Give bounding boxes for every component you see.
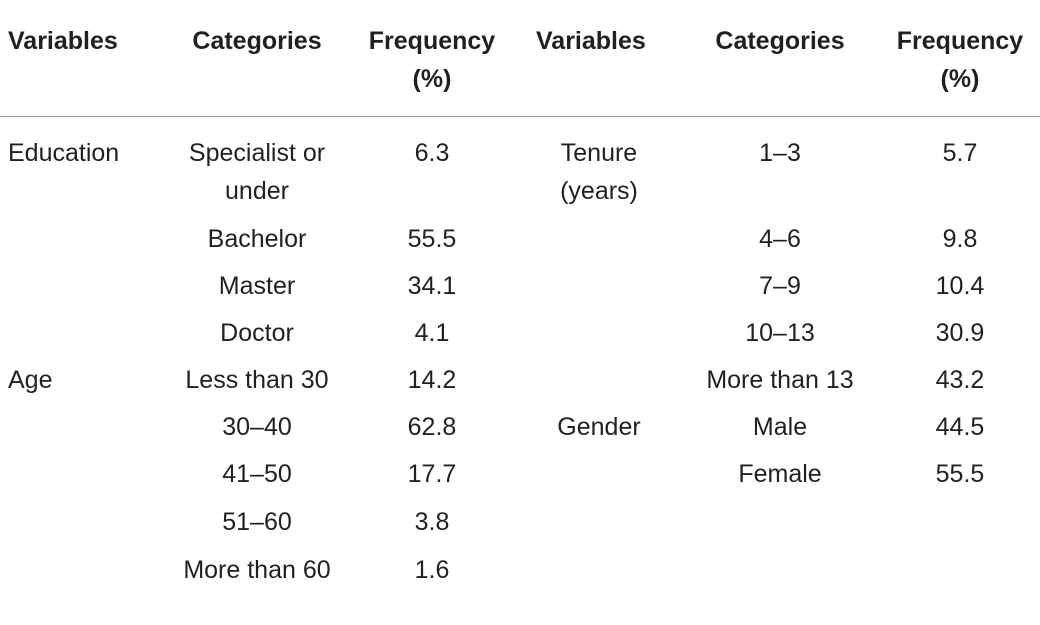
right-frequency-10-13: 30.9 [935,319,985,347]
right-frequency-7-9: 10.4 [935,272,985,300]
right-frequency-male: 44.5 [935,413,985,441]
left-frequency-41-50: 17.7 [407,460,457,488]
left-variable-age: Age [8,366,53,394]
header-categories-left: Categories [192,27,322,55]
left-category-41-50: 41–50 [222,460,292,488]
left-category-30-40: 30–40 [222,413,292,441]
left-frequency-51-60: 3.8 [414,508,450,536]
right-category-7-9: 7–9 [759,272,801,300]
left-frequency-master: 34.1 [407,272,457,300]
left-variable-education: Education [8,139,120,167]
left-frequency-less-than-30: 14.2 [407,366,457,394]
header-frequency-right: Frequency (%) [896,27,1024,93]
header-variables-left: Variables [8,27,118,55]
left-frequency-more-than-60: 1.6 [414,556,450,584]
left-category-more-than-60: More than 60 [183,556,331,584]
header-frequency-left: Frequency (%) [368,27,496,93]
left-category-master: Master [218,272,296,300]
left-frequency-bachelor: 55.5 [407,225,457,253]
header-categories-right: Categories [715,27,845,55]
right-variable-gender: Gender [557,413,641,441]
right-frequency-4-6: 9.8 [942,225,978,253]
left-category-bachelor: Bachelor [207,225,307,253]
right-category-male: Male [752,413,808,441]
header-variables-right: Variables [536,27,646,55]
left-frequency-specialist: 6.3 [414,139,450,167]
right-frequency-1-3: 5.7 [942,139,978,167]
left-category-less-than-30: Less than 30 [185,366,329,394]
right-variable-tenure: Tenure (years) [560,139,638,205]
right-category-10-13: 10–13 [745,319,815,347]
table-header: Variables Categories Frequency (%) Varia… [0,0,1040,117]
right-category-more-than-13: More than 13 [706,366,854,394]
right-frequency-female: 55.5 [935,460,985,488]
right-category-1-3: 1–3 [759,139,801,167]
right-frequency-more-than-13: 43.2 [935,366,985,394]
left-frequency-30-40: 62.8 [407,413,457,441]
left-category-specialist: Specialist or under [188,139,326,205]
left-category-51-60: 51–60 [222,508,292,536]
left-frequency-doctor: 4.1 [414,319,450,347]
right-category-4-6: 4–6 [759,225,801,253]
left-category-doctor: Doctor [220,319,294,347]
right-category-female: Female [738,460,822,488]
